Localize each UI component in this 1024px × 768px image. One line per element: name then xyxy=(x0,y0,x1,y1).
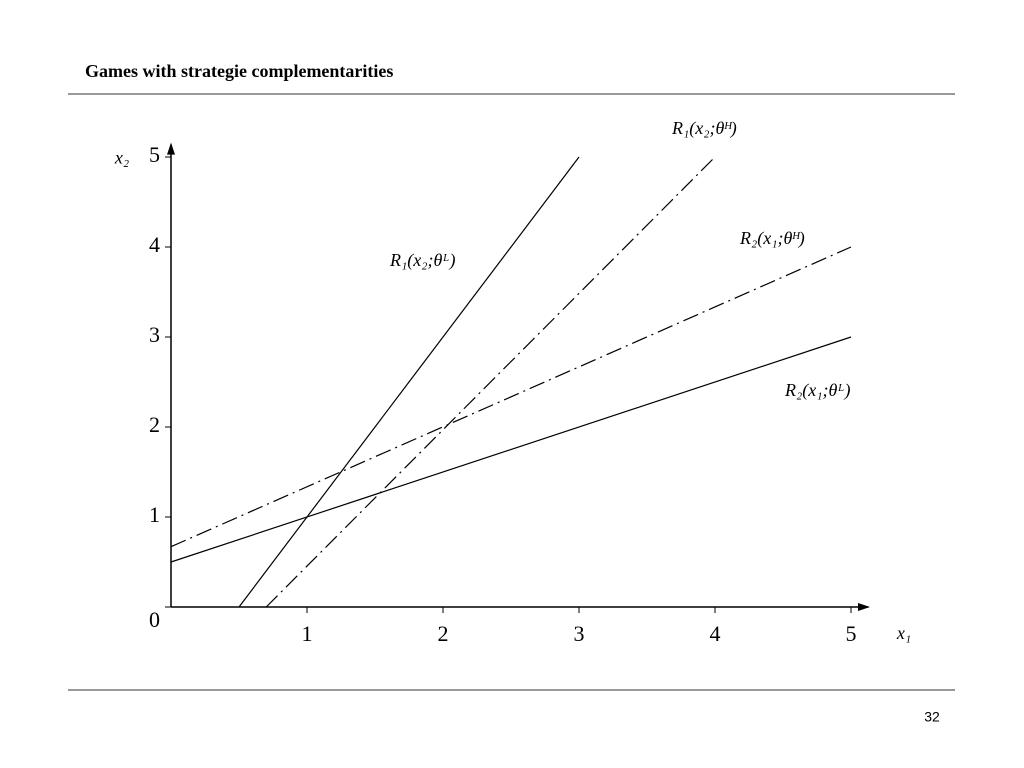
series-line xyxy=(170,246,852,548)
x-tick-label: 5 xyxy=(846,621,857,646)
x-axis-label: x₁ xyxy=(896,623,911,643)
x-axis-arrow xyxy=(858,603,871,611)
series-label: R₁(x₂;θᴸ) xyxy=(389,250,456,271)
y-tick-label: 1 xyxy=(149,502,160,527)
series-line xyxy=(170,336,852,563)
x-tick-label: 4 xyxy=(710,621,721,646)
y-axis-label: x₂ xyxy=(114,148,129,168)
page-number: 32 xyxy=(924,709,940,725)
y-axis-arrow xyxy=(167,142,175,155)
series-label: R₁(x₂;θᴴ) xyxy=(671,118,737,139)
y-tick-label: 5 xyxy=(149,142,160,167)
y-tick-label: 3 xyxy=(149,322,160,347)
series-label: R₂(x₁;θᴴ) xyxy=(739,228,805,249)
y-tick-label: 2 xyxy=(149,412,160,437)
x-tick-label: 3 xyxy=(574,621,585,646)
x-tick-label: 2 xyxy=(438,621,449,646)
series-label: R₂(x₁;θᴸ) xyxy=(784,380,851,401)
y-tick-label: 4 xyxy=(149,232,160,257)
y-tick-label: 0 xyxy=(149,607,160,632)
series-line xyxy=(265,156,716,608)
x-tick-label: 1 xyxy=(302,621,313,646)
slide-title: Games with strategie complementarities xyxy=(85,61,393,81)
series-line xyxy=(238,156,580,608)
